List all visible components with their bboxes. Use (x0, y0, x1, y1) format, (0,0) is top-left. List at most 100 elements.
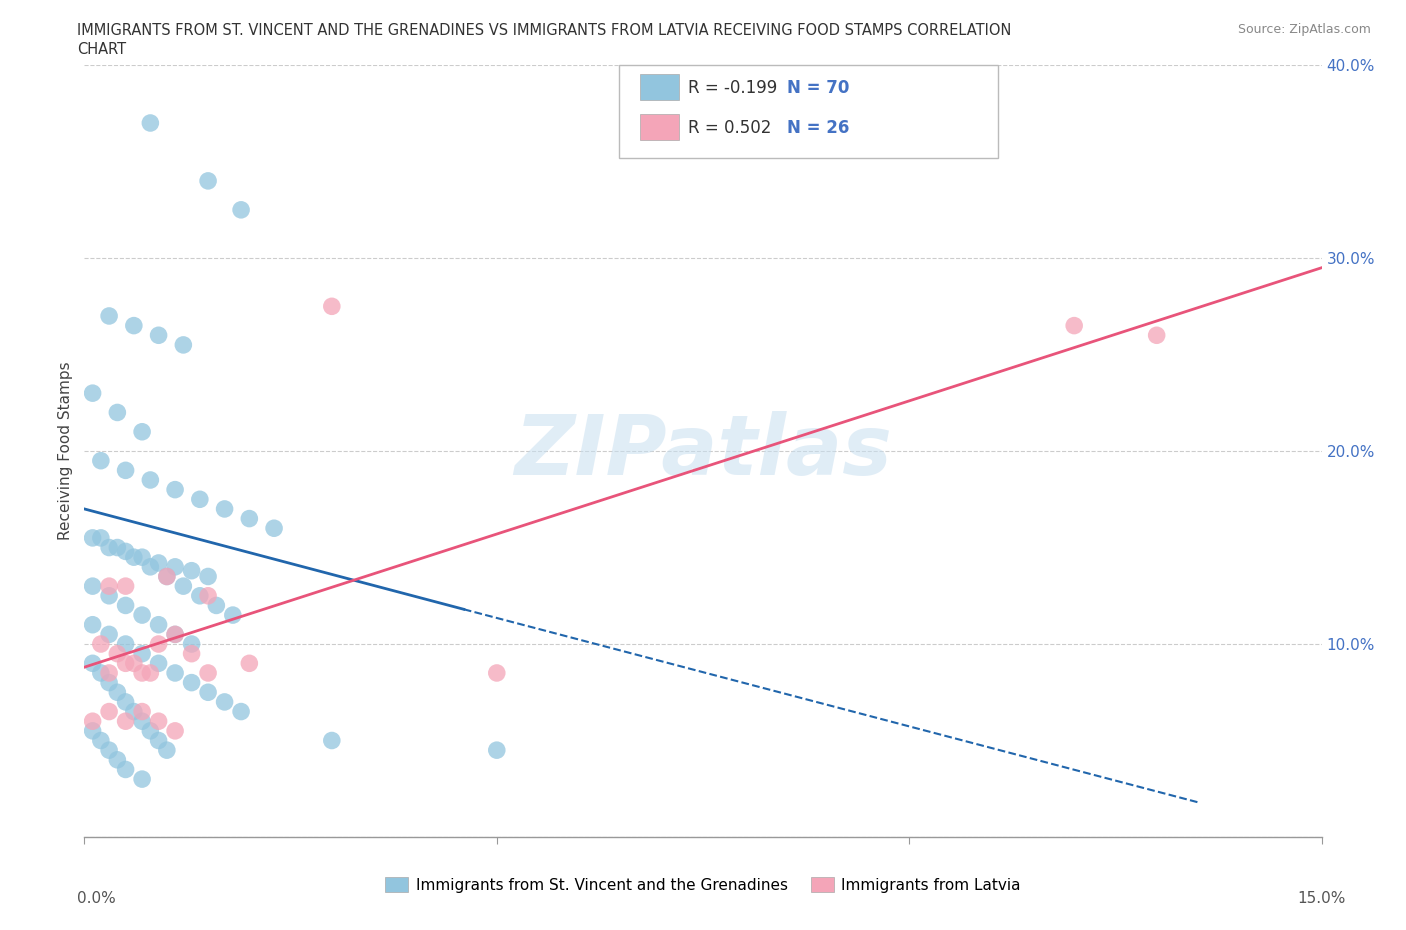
Point (148, 328, 170, 343)
Point (139, 559, 162, 574)
Text: ZIPatlas: ZIPatlas (515, 410, 891, 492)
Point (148, 637, 170, 652)
Point (1063, 318, 1085, 333)
Point (131, 704, 153, 719)
Point (321, 299, 343, 313)
Point (197, 666, 219, 681)
Point (98, 704, 121, 719)
Point (156, 569, 179, 584)
Point (139, 472, 162, 487)
Point (229, 203, 252, 218)
Point (485, 666, 508, 681)
Legend: Immigrants from St. Vincent and the Grenadines, Immigrants from Latvia: Immigrants from St. Vincent and the Gren… (380, 870, 1026, 898)
Point (82, 618, 104, 632)
Point (82, 386, 104, 401)
Point (131, 424, 153, 439)
Point (148, 733, 170, 748)
Point (114, 695, 136, 710)
Point (98, 627, 121, 642)
Point (148, 555, 170, 570)
Point (90, 637, 112, 652)
Point (485, 743, 508, 758)
Point (105, 646, 128, 661)
Point (131, 550, 153, 565)
Point (205, 598, 228, 613)
Point (238, 512, 260, 526)
Point (122, 550, 145, 565)
Point (197, 173, 219, 188)
Point (114, 637, 136, 652)
Point (165, 627, 187, 642)
Point (156, 569, 179, 584)
Point (197, 589, 219, 604)
Point (139, 115, 162, 130)
Point (188, 589, 211, 604)
Point (114, 598, 136, 613)
Point (180, 646, 202, 661)
Point (214, 695, 236, 710)
Point (180, 675, 202, 690)
Text: 0.0%: 0.0% (77, 891, 117, 906)
Point (90, 530, 112, 545)
Text: R = 0.502: R = 0.502 (688, 119, 770, 138)
Point (214, 501, 236, 516)
Point (98, 540, 121, 555)
Point (165, 666, 187, 681)
Point (90, 733, 112, 748)
Point (114, 578, 136, 593)
Point (321, 733, 343, 748)
Point (98, 309, 121, 324)
Point (105, 684, 128, 699)
Point (98, 578, 121, 593)
Point (98, 666, 121, 681)
Point (98, 589, 121, 604)
Point (114, 762, 136, 777)
Point (98, 743, 121, 758)
Point (197, 684, 219, 699)
Point (165, 482, 187, 497)
Point (263, 521, 285, 536)
Point (82, 578, 104, 593)
Point (172, 578, 194, 593)
Point (114, 463, 136, 478)
Text: R = -0.199: R = -0.199 (688, 79, 776, 98)
Point (114, 656, 136, 671)
Point (122, 318, 145, 333)
Point (122, 656, 145, 671)
Point (172, 338, 194, 352)
Point (105, 540, 128, 555)
Point (229, 704, 252, 719)
Point (165, 724, 187, 738)
Point (90, 453, 112, 468)
Point (90, 666, 112, 681)
Point (82, 714, 104, 729)
Point (165, 559, 187, 574)
Text: 15.0%: 15.0% (1298, 891, 1346, 906)
Point (122, 704, 145, 719)
Point (82, 724, 104, 738)
Point (238, 656, 260, 671)
Point (180, 637, 202, 652)
Y-axis label: Receiving Food Stamps: Receiving Food Stamps (58, 362, 73, 540)
Point (148, 618, 170, 632)
Text: CHART: CHART (77, 42, 127, 57)
Text: N = 70: N = 70 (787, 79, 849, 98)
Point (197, 569, 219, 584)
Point (148, 714, 170, 729)
Text: IMMIGRANTS FROM ST. VINCENT AND THE GRENADINES VS IMMIGRANTS FROM LATVIA RECEIVI: IMMIGRANTS FROM ST. VINCENT AND THE GREN… (77, 23, 1012, 38)
Point (222, 607, 245, 622)
Text: Source: ZipAtlas.com: Source: ZipAtlas.com (1237, 23, 1371, 36)
Point (131, 666, 153, 681)
Point (148, 656, 170, 671)
Point (180, 564, 202, 578)
Point (1146, 328, 1168, 343)
Point (114, 714, 136, 729)
Point (165, 627, 187, 642)
Point (82, 530, 104, 545)
Point (105, 405, 128, 420)
Point (131, 714, 153, 729)
Point (139, 724, 162, 738)
Point (114, 544, 136, 559)
Point (82, 656, 104, 671)
Point (131, 772, 153, 787)
